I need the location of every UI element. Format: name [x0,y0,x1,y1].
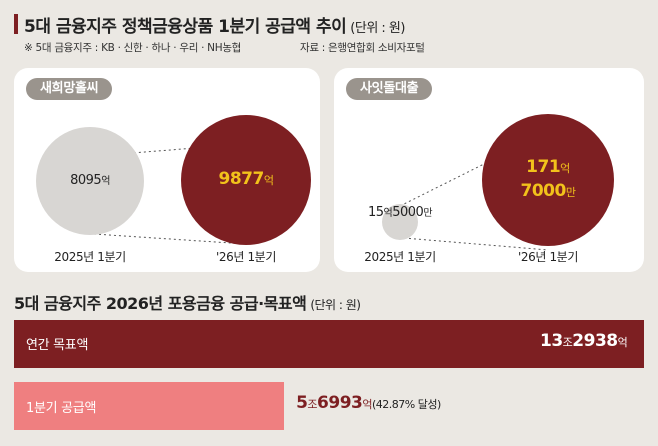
panel-title-saehuimang: 새희망홀씨 [26,78,113,100]
section2-title-text: 5대 금융지주 2026년 포용금융 공급·목표액 [14,294,307,313]
bubble-chart-saitdol [382,114,614,251]
bubble-label-2025: 8095억 [70,173,110,188]
bar-annual-target [14,320,644,368]
source-note: 자료 : 은행연합회 소비자포털 [300,42,425,54]
bubble-label-2026: 9877억 [218,169,274,189]
bubble-label-2026: 171억 7000만 [520,157,576,201]
connector-line-bottom [93,233,247,245]
chart-unit: (단위 : 원) [350,21,405,36]
period-label-2026: '26년 1분기 [518,250,578,264]
chart-title-text: 5대 금융지주 정책금융상품 1분기 공급액 추이 [24,17,347,37]
bar-value-q1-supply: 5조6993억(42.87% 달성) [296,393,441,413]
title-accent-bar [14,14,18,34]
footnote: ※ 5대 금융지주 : KB · 신한 · 하나 · 우리 · NH농협 [24,42,242,54]
bubble-chart-saehuimang [36,115,311,245]
bar-value-annual-target: 13조2938억 [540,331,628,351]
bar-q1-supply [14,382,285,430]
period-label-2026: '26년 1분기 [216,250,276,264]
period-label-2025: 2025년 1분기 [364,250,436,264]
bar-label-annual-target: 연간 목표액 [26,338,89,353]
panel-saitdol: 사잇돌대출 15억5000만 171억 7000만 2025년 1분기 '26년… [334,68,644,272]
period-label-2025: 2025년 1분기 [54,250,126,264]
bubble-2025 [382,204,418,240]
panel-title-saitdol: 사잇돌대출 [346,78,433,100]
panel-saehuimang: 새희망홀씨 8095억 9877억 2025년 1분기 '26년 1분기 [14,68,320,272]
chart-title: 5대 금융지주 정책금융상품 1분기 공급액 추이 (단위 : 원) [24,12,405,37]
bubble-label-2025: 15억5000만 [367,205,433,220]
bar-label-q1-supply: 1분기 공급액 [26,401,97,416]
bubble-2026 [181,115,311,245]
bubble-2025 [36,127,144,235]
section2-unit: (단위 : 원) [310,298,361,312]
bar-value-achievement: (42.87% 달성) [372,398,441,411]
bubble-2026 [482,114,614,246]
connector-line-bottom [403,237,549,251]
section2-title: 5대 금융지주 2026년 포용금융 공급·목표액 (단위 : 원) [14,290,361,314]
